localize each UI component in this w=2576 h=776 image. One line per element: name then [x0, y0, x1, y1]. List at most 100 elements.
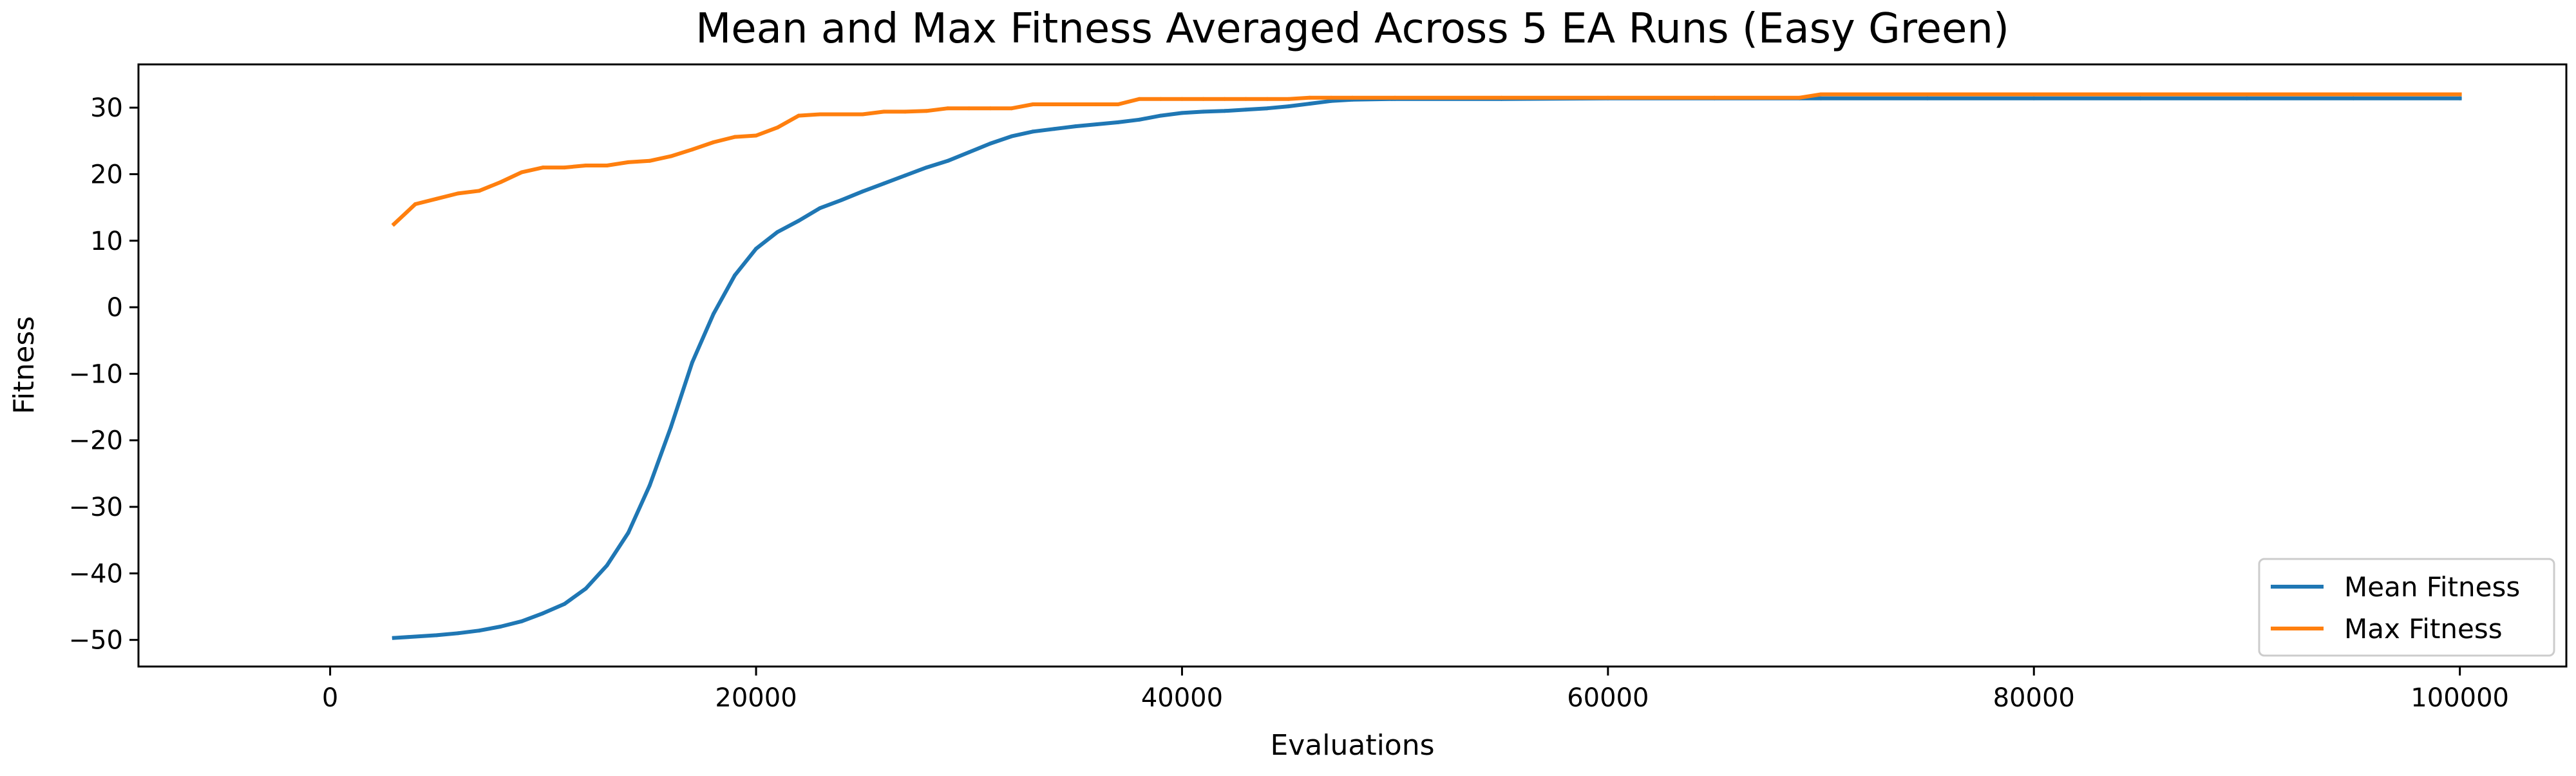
y-axis-label: Fitness	[8, 316, 41, 414]
x-tick-label: 20000	[715, 683, 797, 713]
data-point-mean-fitness	[1095, 122, 1099, 126]
data-point-mean-fitness	[1329, 99, 1333, 103]
data-point-max-fitness	[839, 112, 844, 117]
data-point-mean-fitness	[456, 631, 460, 636]
x-tick-label: 80000	[1993, 683, 2075, 713]
data-point-max-fitness	[1819, 92, 1823, 97]
x-axis-label: Evaluations	[1270, 729, 1434, 762]
data-point-max-fitness	[775, 126, 780, 130]
data-point-max-fitness	[1095, 102, 1099, 106]
legend-label: Mean Fitness	[2344, 571, 2520, 603]
data-point-mean-fitness	[967, 150, 971, 155]
data-point-mean-fitness	[860, 189, 865, 194]
data-point-mean-fitness	[647, 484, 652, 487]
data-point-mean-fitness	[1074, 124, 1078, 129]
data-point-mean-fitness	[797, 218, 801, 223]
data-point-max-fitness	[1074, 102, 1078, 106]
data-point-mean-fitness	[2244, 96, 2249, 100]
y-tick-label: 10	[90, 227, 123, 256]
x-tick-label: 40000	[1141, 683, 1223, 713]
data-point-mean-fitness	[1116, 120, 1121, 124]
data-point-mean-fitness	[392, 636, 396, 640]
y-tick-label: 20	[90, 160, 123, 189]
data-point-max-fitness	[562, 166, 567, 170]
data-point-mean-fitness	[583, 587, 588, 591]
data-point-mean-fitness	[541, 611, 545, 616]
data-point-max-fitness	[1052, 102, 1056, 106]
data-point-mean-fitness	[924, 166, 929, 170]
data-point-mean-fitness	[1819, 96, 1823, 100]
data-point-mean-fitness	[2458, 96, 2462, 100]
data-point-max-fitness	[626, 160, 630, 164]
x-tick-label: 60000	[1567, 683, 1649, 713]
series-max-fitness	[391, 92, 2462, 227]
y-axis: −50 −40 −30 −20 −10 0 10 20 30	[69, 93, 138, 656]
y-tick-label: −10	[69, 359, 123, 389]
data-point-max-fitness	[1712, 95, 1717, 100]
data-point-max-fitness	[1009, 106, 1014, 111]
data-point-mean-fitness	[1265, 106, 1269, 111]
data-point-mean-fitness	[1009, 134, 1014, 138]
data-point-max-fitness	[797, 113, 801, 118]
data-point-mean-fitness	[1052, 127, 1056, 131]
plot-area	[137, 63, 2568, 668]
data-point-mean-fitness	[733, 273, 737, 278]
y-tick-label: −40	[69, 559, 123, 589]
data-point-max-fitness	[1030, 102, 1035, 106]
data-point-mean-fitness	[477, 629, 482, 633]
data-point-max-fitness	[435, 196, 439, 201]
data-point-max-fitness	[1116, 102, 1121, 106]
data-point-mean-fitness	[945, 158, 950, 163]
data-point-max-fitness	[903, 109, 907, 114]
data-point-max-fitness	[1137, 97, 1142, 101]
series-mean-fitness	[392, 96, 2462, 640]
data-point-max-fitness	[1329, 95, 1333, 100]
data-point-max-fitness	[988, 106, 992, 111]
data-point-mean-fitness	[1244, 108, 1248, 112]
data-point-mean-fitness	[1286, 104, 1291, 109]
data-point-max-fitness	[1925, 92, 1929, 97]
data-point-max-fitness	[945, 106, 950, 111]
data-point-max-fitness	[541, 166, 545, 170]
data-point-mean-fitness	[711, 312, 715, 316]
y-tick-label: −30	[69, 493, 123, 522]
data-point-max-fitness	[1605, 95, 1610, 100]
x-axis: 0 20000 40000 60000 80000 100000	[322, 667, 2509, 713]
data-point-mean-fitness	[2138, 96, 2143, 100]
data-point-mean-fitness	[2032, 96, 2036, 100]
data-point-mean-fitness	[498, 625, 503, 629]
data-point-mean-fitness	[754, 247, 758, 251]
data-point-max-fitness	[392, 222, 396, 226]
data-point-max-fitness	[754, 133, 758, 138]
data-point-max-fitness	[1393, 95, 1397, 100]
legend-label: Max Fitness	[2344, 613, 2503, 645]
y-tick-label: −50	[69, 626, 123, 656]
data-point-max-fitness	[668, 154, 673, 158]
data-point-max-fitness	[456, 191, 460, 196]
data-point-max-fitness	[1159, 97, 1163, 101]
y-tick-label: −20	[69, 426, 123, 456]
data-point-mean-fitness	[605, 563, 609, 567]
data-point-mean-fitness	[1137, 117, 1142, 122]
data-point-max-fitness	[1499, 95, 1504, 100]
data-point-max-fitness	[1286, 97, 1291, 101]
data-point-max-fitness	[2244, 92, 2249, 97]
data-point-max-fitness	[647, 158, 652, 163]
data-point-max-fitness	[1797, 95, 1802, 100]
data-point-max-fitness	[1265, 97, 1269, 101]
data-point-max-fitness	[882, 109, 886, 114]
data-point-max-fitness	[2458, 92, 2462, 97]
data-point-max-fitness	[498, 180, 503, 184]
data-point-mean-fitness	[1201, 109, 1206, 114]
data-point-mean-fitness	[882, 181, 886, 185]
legend-box	[2258, 558, 2555, 657]
data-point-mean-fitness	[1030, 129, 1035, 134]
data-point-mean-fitness	[1180, 111, 1184, 115]
data-point-max-fitness	[413, 202, 417, 206]
data-point-max-fitness	[860, 112, 865, 117]
chart-title: Mean and Max Fitness Averaged Across 5 E…	[696, 5, 2009, 53]
data-point-mean-fitness	[1307, 102, 1312, 106]
data-point-mean-fitness	[626, 531, 630, 535]
data-point-max-fitness	[690, 147, 694, 152]
